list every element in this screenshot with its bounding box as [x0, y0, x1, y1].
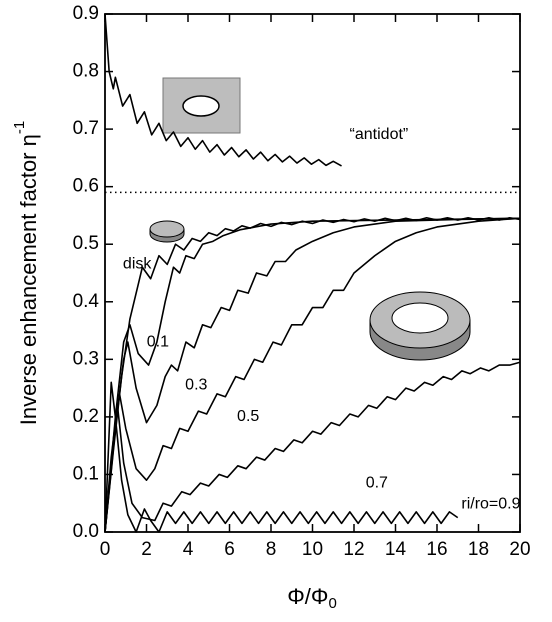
- plot-frame: [104, 13, 521, 533]
- series-label: 0.7: [366, 474, 388, 491]
- y-tick-label: 0.6: [73, 176, 99, 197]
- series-line: [104, 381, 459, 533]
- series-label: 0.1: [147, 333, 169, 350]
- y-tick-label: 0.0: [73, 521, 99, 542]
- series-line: [104, 13, 342, 167]
- x-tick-label: 10: [302, 539, 323, 560]
- series-label: “antidot”: [350, 126, 409, 143]
- series-line: [104, 217, 521, 533]
- y-tick-label: 0.5: [73, 233, 99, 254]
- series-line: [104, 217, 521, 533]
- x-tick-label: 12: [343, 539, 364, 560]
- x-axis-label: Φ/Φ0: [287, 584, 337, 612]
- ring-icon: [369, 291, 471, 361]
- y-tick-label: 0.4: [73, 291, 100, 312]
- series-line: [104, 216, 521, 533]
- x-tick-label: 14: [385, 539, 407, 560]
- x-tick-label: 6: [224, 539, 235, 560]
- y-tick-label: 0.7: [73, 118, 99, 139]
- series-label: 0.5: [237, 408, 259, 425]
- y-tick-label: 0.8: [73, 61, 99, 82]
- series-label: ri/ro=0.9: [461, 496, 520, 513]
- x-tick-label: 0: [100, 539, 111, 560]
- y-tick-label: 0.2: [73, 406, 99, 427]
- x-tick-label: 4: [183, 539, 194, 560]
- series-line: [104, 361, 521, 533]
- y-tick-label: 0.9: [73, 3, 99, 24]
- x-tick-label: 16: [426, 539, 447, 560]
- x-tick-label: 2: [141, 539, 152, 560]
- disk-icon: [149, 220, 185, 243]
- y-tick-label: 0.1: [73, 463, 99, 484]
- series-label: disk: [123, 256, 152, 273]
- y-axis-label-main: Inverse enhancement factor η: [16, 134, 41, 425]
- antidot-icon: [162, 77, 241, 134]
- y-axis-label: Inverse enhancement factor η-1: [11, 121, 41, 425]
- x-axis-label-main: Φ/Φ: [287, 584, 328, 609]
- x-tick-label: 20: [509, 539, 530, 560]
- x-axis-label-sub: 0: [328, 595, 336, 612]
- y-tick-label: 0.3: [73, 348, 99, 369]
- series-line: [104, 217, 521, 533]
- x-tick-label: 18: [468, 539, 489, 560]
- x-tick-label: 8: [266, 539, 277, 560]
- y-axis-label-sup: -1: [11, 121, 28, 134]
- series-label: 0.3: [185, 376, 207, 393]
